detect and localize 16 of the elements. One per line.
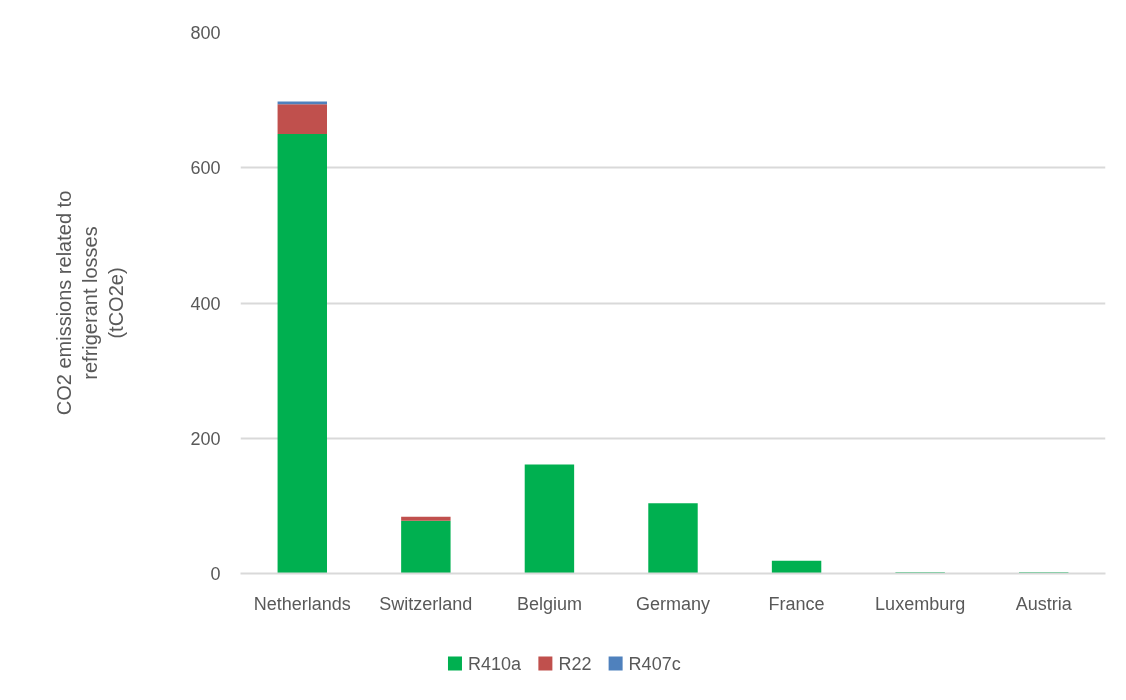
y-tick-label: 600 [190,158,221,179]
y-axis-title: CO2 emissions related to refrigerant losses (tCO2e) [52,190,128,416]
x-tick-label: Austria [1015,593,1073,614]
y-tick-label: 400 [190,293,221,314]
legend-label: R410a [467,653,523,674]
x-tick-label: Belgium [516,593,582,614]
x-tick-label: Switzerland [379,593,473,614]
x-tick-label: Netherlands [253,593,351,614]
y-tick-label: 800 [190,23,221,43]
legend-label: R407c [628,653,681,674]
legend-label: R22 [558,653,592,674]
x-tick-label: Luxemburg [875,593,966,614]
x-tick-label: France [768,593,825,614]
x-tick-label: Germany [635,593,711,614]
y-tick-label: 200 [190,428,221,449]
y-tick-label: 0 [210,564,221,584]
